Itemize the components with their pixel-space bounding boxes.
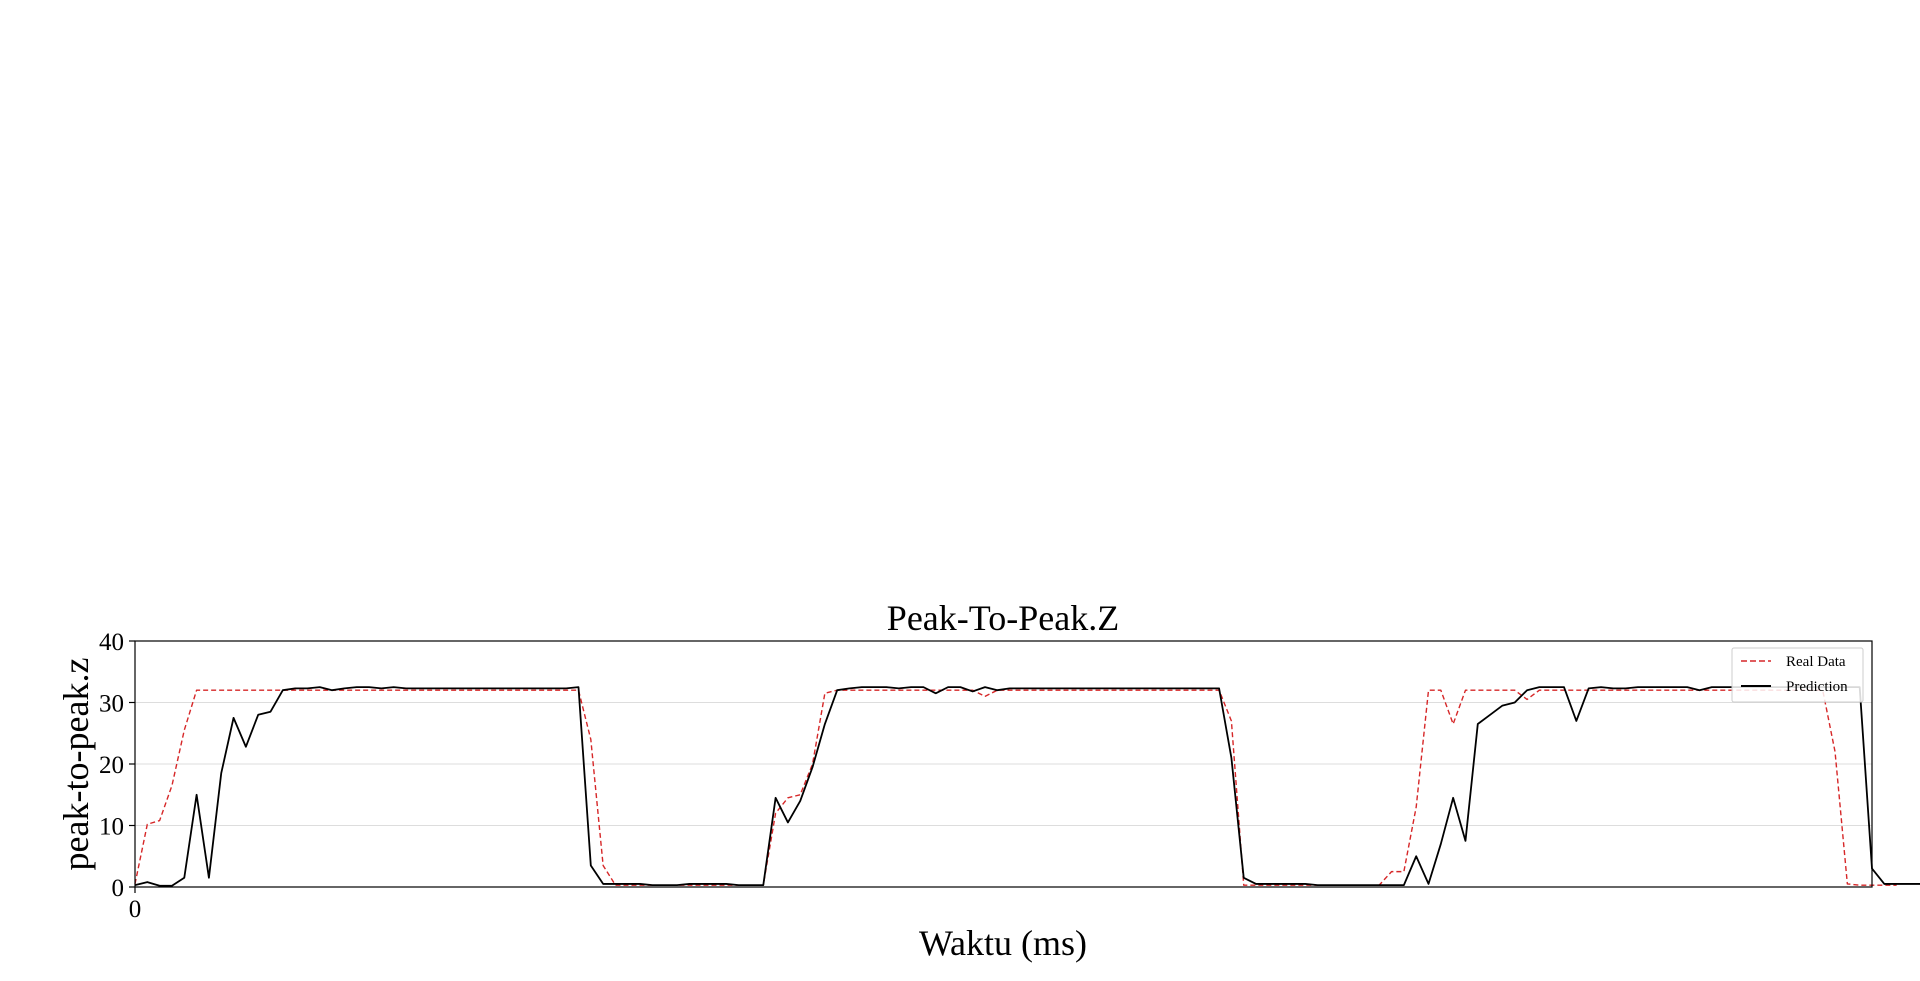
series-line-real-data: [134, 689, 1897, 886]
x-axis: 0: [129, 887, 142, 923]
y-tick-label: 20: [99, 752, 124, 779]
y-axis: 0 10 20 30 40: [99, 629, 135, 902]
legend-label-prediction: Prediction: [1786, 679, 1848, 695]
series-lines: [134, 686, 1920, 887]
x-tick-label: 0: [129, 896, 142, 923]
chart-title: Peak-To-Peak.Z: [887, 598, 1119, 638]
y-tick-label: 30: [99, 691, 124, 718]
y-tick-label: 0: [112, 875, 125, 902]
y-tick-label: 40: [99, 629, 124, 656]
legend: Real Data Prediction: [1731, 647, 1864, 703]
grid-lines: [135, 702, 1872, 826]
y-axis-label: peak-to-peak.z: [56, 658, 96, 871]
legend-label-real-data: Real Data: [1786, 654, 1846, 670]
x-axis-label: Waktu (ms): [919, 923, 1087, 963]
series-line-prediction: [134, 686, 1920, 887]
y-tick-label: 10: [99, 814, 124, 841]
